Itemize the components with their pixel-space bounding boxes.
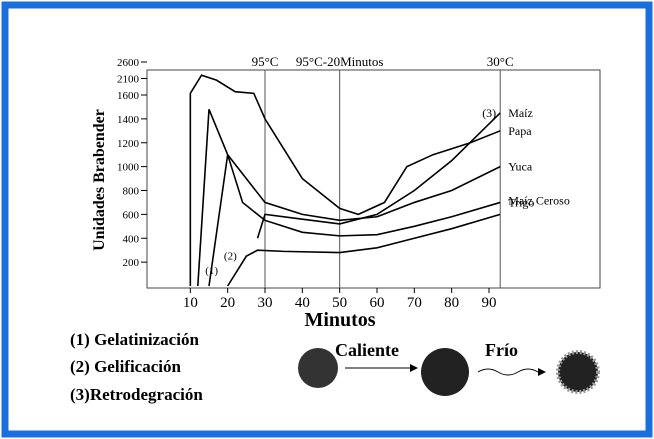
y-tick-label: 1400 [117, 114, 140, 126]
series-label: Yuca [508, 160, 533, 174]
arrow-label: Frío [485, 340, 518, 360]
x-tick-label: 20 [220, 295, 235, 311]
y-tick-label: 400 [123, 233, 140, 245]
footnote: (1) Gelatinización [70, 330, 199, 349]
x-tick-label: 60 [370, 295, 385, 311]
y-tick-label: 2600 [117, 57, 140, 69]
reference-label: 95°C [252, 54, 279, 69]
series-line [190, 75, 500, 286]
y-tick-label: 600 [123, 209, 140, 221]
y-tick-label: 200 [123, 257, 140, 269]
plot-frame [147, 70, 600, 288]
reference-label: 95°C-20Minutos [296, 54, 384, 69]
x-tick-label: 90 [482, 295, 497, 311]
x-tick-label: 10 [183, 295, 198, 311]
y-tick-label: 1200 [117, 138, 140, 150]
series-line [228, 214, 501, 286]
x-tick-label: 50 [332, 295, 347, 311]
y-tick-label: 1000 [117, 162, 140, 174]
x-tick-label: 70 [407, 295, 422, 311]
arrow-label: Caliente [335, 340, 399, 360]
curve-note: (3) [482, 106, 496, 120]
y-tick-label: 1600 [117, 90, 140, 102]
granule [558, 352, 598, 392]
granule [298, 348, 338, 388]
series-line [198, 109, 500, 286]
reference-label: 30°C [487, 54, 514, 69]
y-tick-label: 800 [123, 186, 140, 198]
x-tick-label: 80 [444, 295, 459, 311]
arrowhead [538, 368, 546, 376]
y-tick-label: 2100 [117, 74, 140, 86]
x-tick-label: 30 [258, 295, 273, 311]
series-label: Papa [508, 124, 532, 138]
series-line [258, 113, 501, 238]
footnote: (2) Gelificación [70, 357, 181, 376]
arrowhead [410, 364, 418, 372]
marker-label: (2) [224, 251, 237, 263]
y-axis-title: Unidades Brabender [91, 109, 108, 251]
x-tick-label: 40 [295, 295, 310, 311]
marker-label: (1) [205, 265, 218, 277]
arrow [478, 369, 538, 375]
page: Unidades Brabender Minutos (1) Gelatiniz… [0, 0, 654, 439]
series-label: Maíz [508, 106, 533, 120]
x-axis-title: Minutos [304, 309, 375, 331]
footnote: (3)Retrodegración [70, 385, 203, 404]
granule [421, 348, 469, 396]
series-label: Maíz Ceroso [508, 193, 570, 207]
chart: Unidades Brabender Minutos (1) Gelatiniz… [0, 0, 654, 439]
